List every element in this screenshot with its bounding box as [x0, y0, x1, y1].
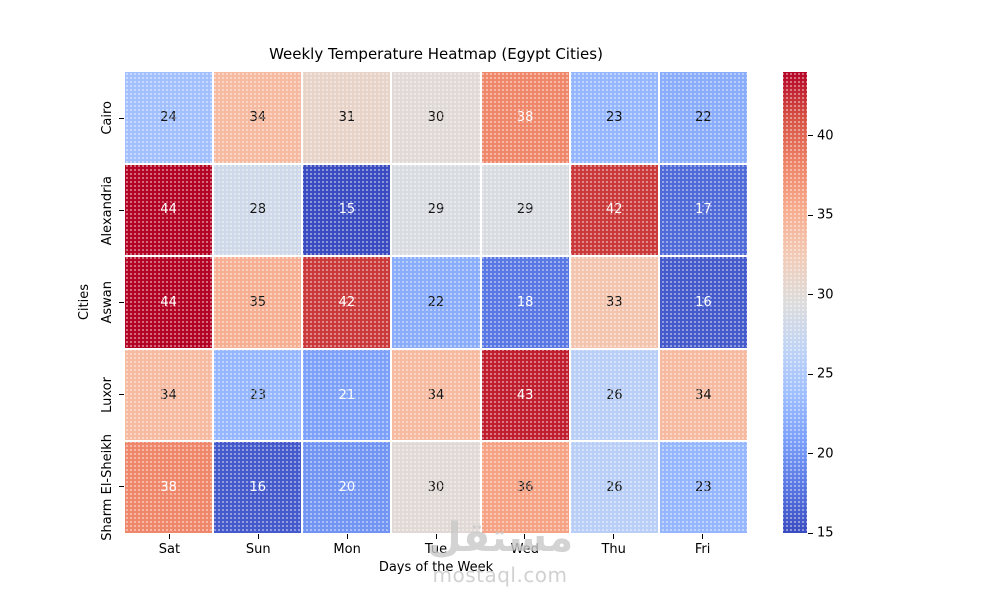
y-tick-mark: [119, 486, 124, 488]
x-tick-mark: [435, 534, 437, 539]
heatmap-cell: 35: [214, 257, 302, 348]
x-axis-label: Days of the Week: [378, 560, 494, 575]
heatmap-cell: 22: [659, 72, 747, 163]
colorbar: [783, 72, 807, 533]
x-tick-label: Mon: [333, 542, 361, 557]
x-tick-mark: [257, 534, 259, 539]
x-tick-label: Sat: [158, 542, 181, 557]
colorbar-tick-mark: [808, 532, 813, 534]
heatmap-cell: 30: [392, 72, 480, 163]
heatmap-cell: 33: [570, 257, 658, 348]
heatmap-cell: 44: [125, 164, 213, 256]
chart-title: Weekly Temperature Heatmap (Egypt Cities…: [269, 45, 603, 63]
heatmap-cell: 21: [303, 349, 391, 441]
heatmap-cell: 44: [125, 257, 213, 348]
heatmap-cell: 36: [481, 442, 569, 533]
heatmap-cell: 42: [303, 257, 391, 348]
heatmap-cell: 16: [659, 257, 747, 348]
heatmap-cell: 30: [392, 442, 480, 533]
x-tick-mark: [702, 534, 704, 539]
heatmap-cell: 29: [392, 164, 480, 256]
x-tick-mark: [524, 534, 526, 539]
y-tick-label: Sharm El-Sheikh: [99, 433, 115, 541]
heatmap-cell: 16: [214, 442, 302, 533]
heatmap-cell: 18: [481, 257, 569, 348]
x-tick-label: Tue: [424, 542, 448, 557]
x-tick-label: Wed: [510, 542, 540, 557]
y-axis-label: Cities: [76, 72, 92, 533]
heatmap-cell: 38: [125, 442, 213, 533]
y-tick-mark: [119, 394, 124, 396]
heatmap-cell: 20: [303, 442, 391, 533]
heatmap-cell: 34: [659, 349, 747, 441]
y-tick-mark: [119, 302, 124, 303]
y-tick-mark: [119, 117, 124, 119]
colorbar-tick-mark: [808, 135, 813, 137]
heatmap-cell: 38: [481, 72, 569, 163]
heatmap-cell: 34: [125, 349, 213, 441]
x-tick-mark: [168, 534, 170, 539]
x-tick-mark: [613, 534, 615, 539]
colorbar-tick-mark: [808, 453, 813, 455]
heatmap-cell: 26: [570, 349, 658, 441]
heatmap-cell: 28: [214, 164, 302, 256]
y-tick-label: Luxor: [99, 376, 115, 413]
heatmap-cell: 43: [481, 349, 569, 441]
colorbar-tick-label: 30: [817, 287, 834, 303]
heatmap-cell: 23: [570, 72, 658, 163]
heatmap-cell: 42: [570, 164, 658, 256]
heatmap-cell: 23: [659, 442, 747, 533]
heatmap-cell: 17: [659, 164, 747, 256]
y-tick-label: Aswan: [99, 281, 115, 324]
heatmap-cell: 22: [392, 257, 480, 348]
heatmap-cell: 34: [214, 72, 302, 163]
heatmap-cell: 26: [570, 442, 658, 533]
heatmap-cell: 24: [125, 72, 213, 163]
heatmap-cell: 31: [303, 72, 391, 163]
colorbar-tick-mark: [808, 214, 813, 216]
colorbar-tick-label: 40: [817, 128, 834, 144]
y-tick-label: Alexandria: [99, 175, 115, 245]
y-tick-label: Cairo: [99, 101, 115, 135]
heatmap-grid: 24 34 31 30 38 23 22 44 28 15 29 29 42 17 44 35 42 22 18 33…: [125, 72, 747, 533]
colorbar-tick-label: 25: [817, 366, 834, 382]
heatmap-cell: 23: [214, 349, 302, 441]
y-tick-mark: [119, 209, 124, 211]
heatmap-cell: 29: [481, 164, 569, 256]
colorbar-tick-mark: [808, 294, 813, 296]
colorbar-tick-label: 35: [817, 207, 834, 223]
colorbar-tick-mark: [808, 373, 813, 375]
colorbar-tick-label: 20: [817, 446, 834, 462]
x-tick-mark: [346, 534, 348, 539]
x-tick-label: Sun: [245, 542, 271, 557]
colorbar-tick-label: 15: [817, 525, 834, 541]
x-tick-label: Fri: [694, 542, 711, 557]
heatmap-cell: 15: [303, 164, 391, 256]
y-axis-label-text: Cities: [76, 284, 92, 321]
heatmap-cell: 34: [392, 349, 480, 441]
x-tick-label: Thu: [601, 542, 626, 557]
